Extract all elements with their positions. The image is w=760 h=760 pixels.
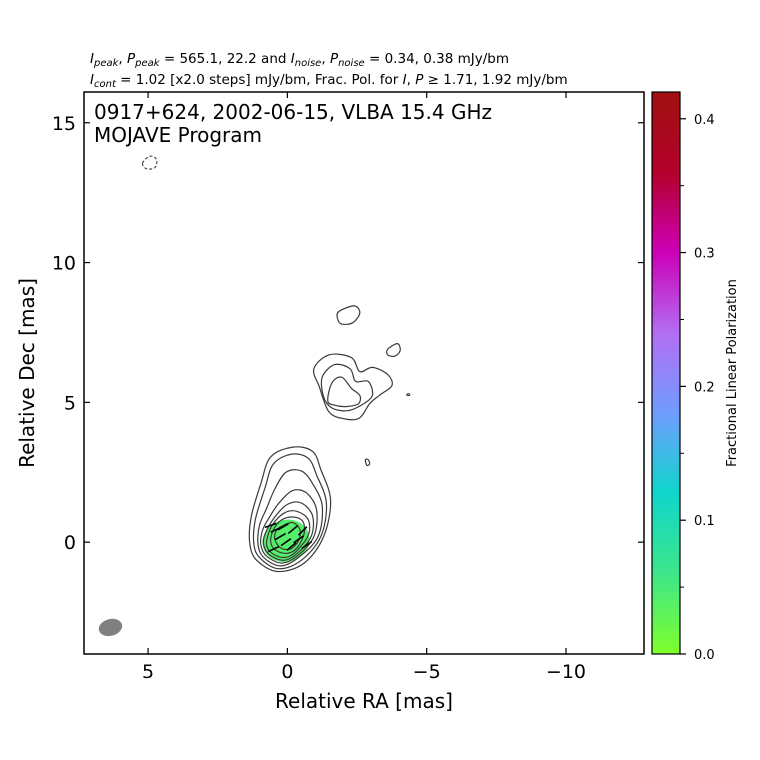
colorbar-tick-label: 0.1 xyxy=(694,514,715,529)
plot-frame xyxy=(83,91,645,655)
evpa-tick xyxy=(280,538,292,547)
colorbar-tick-label: 0.3 xyxy=(694,247,715,262)
y-axis-label: Relative Dec [mas] xyxy=(15,278,39,468)
panel-title-line-1: 0917+624, 2002-06-15, VLBA 15.4 GHz xyxy=(94,100,492,124)
evpa-tick xyxy=(301,540,313,550)
small-contour xyxy=(386,343,401,358)
core-contour xyxy=(265,510,311,559)
colorbar-tick-label: 0.2 xyxy=(694,380,715,395)
jet-contour xyxy=(320,363,374,412)
colorbar-ticks: 0.0 0.1 0.2 0.3 0.4 xyxy=(680,113,715,663)
plot-area xyxy=(98,155,411,637)
x-tick-label: 0 xyxy=(281,661,293,683)
panel-title-line-2: MOJAVE Program xyxy=(94,123,262,147)
small-contour xyxy=(406,393,411,397)
colorbar-tick-label: 0.4 xyxy=(694,113,715,128)
evpa-tick xyxy=(277,523,289,531)
colorbar-frame xyxy=(651,91,681,655)
evpa-tick xyxy=(267,545,280,553)
y-tick-label: 15 xyxy=(52,113,76,135)
evpa-tick xyxy=(293,535,304,544)
evpa-tick xyxy=(264,522,277,529)
x-axis-label: Relative RA [mas] xyxy=(275,689,453,713)
core-contour xyxy=(262,501,315,561)
small-contour xyxy=(336,305,361,326)
x-tick-label: −10 xyxy=(546,661,586,683)
evpa-tick xyxy=(287,525,299,535)
core-contour xyxy=(260,489,318,564)
colorbar-tick-label: 0.0 xyxy=(694,648,715,663)
x-tick-label: 5 xyxy=(142,661,154,683)
y-tick-label: 10 xyxy=(52,253,76,275)
y-tick-label: 5 xyxy=(64,392,76,414)
negative-contour xyxy=(141,155,158,170)
evpa-tick xyxy=(297,526,308,536)
y-tick-label: 0 xyxy=(64,532,76,554)
core-contour xyxy=(257,469,324,567)
core-contour xyxy=(269,516,306,555)
jet-contour xyxy=(312,353,393,421)
core-contour xyxy=(252,453,328,570)
jet-contour xyxy=(327,376,362,408)
header-line-2: Icont = 1.02 [x2.0 steps] mJy/bm, Frac. … xyxy=(90,72,568,90)
colorbar xyxy=(652,92,680,654)
header-line-1: Ipeak, Ppeak = 565.1, 22.2 and Inoise, P… xyxy=(90,51,509,69)
axis-ticks: 5 0 −5 −10 0 5 10 15 xyxy=(52,92,644,683)
evpa-tick xyxy=(274,532,287,541)
beam-ellipse xyxy=(98,618,123,637)
core-contour xyxy=(248,446,332,573)
colorbar-label: Fractional Linear Polarization xyxy=(725,279,740,467)
x-tick-label: −5 xyxy=(413,661,441,683)
small-contour xyxy=(364,458,371,467)
evpa-tick xyxy=(286,541,297,551)
